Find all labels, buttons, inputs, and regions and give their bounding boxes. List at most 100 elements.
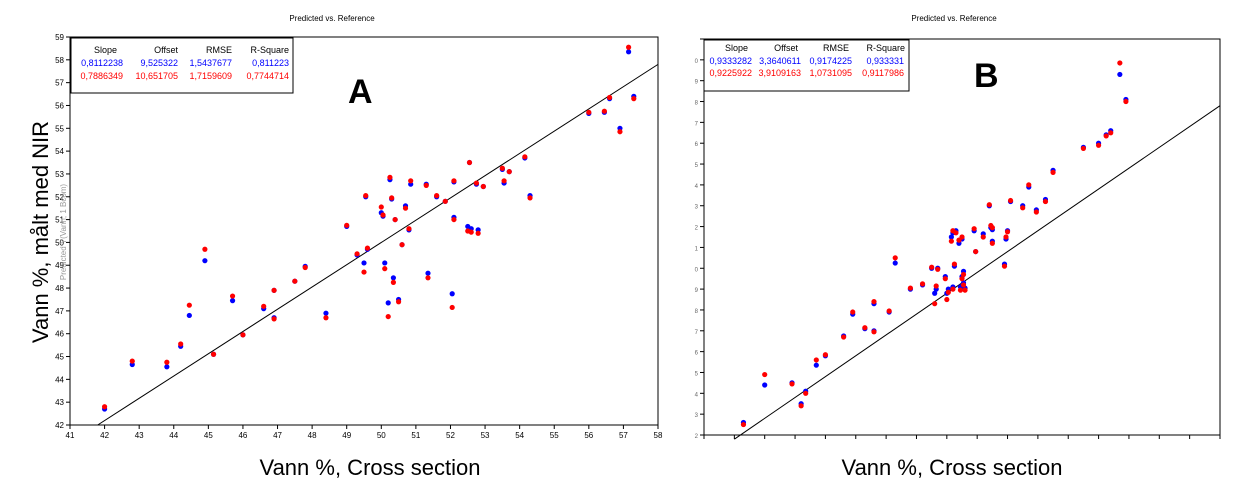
scatter-point-red [959,234,965,240]
scatter-point-red [740,421,747,428]
scatter-point-red [361,269,367,275]
scatter-point-red [406,226,412,232]
scatter-point-red [989,225,995,231]
scatter-point-red [798,403,804,409]
scatter-point-red [1007,197,1014,204]
panel-b-stat-head-rsquare: R-Square [866,43,905,53]
scatter-point-red [1033,209,1039,215]
scatter-point-blue [202,258,208,264]
scatter-point-red [960,282,967,288]
scatter-point-red [387,174,393,180]
y-tick-label: 5 [695,163,699,169]
x-tick-label: 52 [446,431,455,440]
x-tick-label: 45 [204,431,213,440]
scatter-point-red [1117,60,1123,66]
y-tick-label: 54 [55,147,64,156]
x-axis-label-a: Vann %, Cross section [260,455,481,480]
scatter-point-red [929,264,935,270]
panel-b-y-ticks: 2 3 4 5 6 7 8 9 0 1 2 3 4 5 6 7 8 9 0 [695,38,704,440]
x-tick-label: 56 [584,431,593,440]
x-tick-label: 57 [619,431,628,440]
scatter-point-red [522,154,528,160]
scatter-point-red [601,108,607,114]
scatter-point-red [841,334,847,340]
scatter-point-red [473,180,480,186]
scatter-point-red [261,303,267,309]
scatter-point-blue [892,260,898,266]
scatter-point-red [953,230,959,236]
scatter-point-red [606,94,613,101]
scatter-point-blue [948,234,954,240]
scatter-point-red [971,226,977,232]
scatter-point-red [468,229,474,235]
panel-a-stat-red-rsquare: 0,7744714 [246,71,289,81]
panel-b-stat-blue-offset: 3,3640611 [759,56,801,66]
y-tick-label: 58 [55,56,64,65]
scatter-point-red [302,264,308,271]
scatter-point-blue [449,291,455,297]
scatter-point-red [271,287,277,293]
panel-b-stat-red-slope: 0,9225922 [709,68,752,78]
panel-a-stat-head-rsquare: R-Square [250,45,289,55]
scatter-point-red [933,283,939,289]
y-tick-label: 42 [55,421,64,430]
panel-b-plot-frame [703,38,1221,436]
scatter-point-red [408,178,414,184]
scatter-point-red [762,371,768,378]
x-tick-label: 44 [169,431,178,440]
scatter-point-red [617,129,623,135]
panel-a-plot-frame [69,36,659,426]
scatter-point-red [935,266,941,272]
scatter-point-red [1020,205,1026,211]
scatter-point-red [932,301,938,307]
panel-b-stat-head-slope: Slope [725,43,748,53]
y-tick-label: 59 [55,33,64,42]
y-tick-label: 7 [695,121,699,127]
x-tick-label: 55 [550,431,559,440]
y-tick-label: 4 [695,184,699,190]
scatter-point-red [822,352,829,358]
panel-a-stat-red-rmse: 1,7159609 [189,71,232,81]
x-tick-label: 46 [238,431,247,440]
scatter-point-red [442,198,448,204]
scatter-point-red [202,246,208,252]
panel-a-stat-red-offset: 10,651705 [135,71,178,81]
y-tick-label: 55 [55,124,64,133]
scatter-point-blue [323,310,329,316]
scatter-point-blue [425,270,431,276]
y-tick-label: 0 [695,59,699,65]
y-axis-label: Vann %, målt med NIR [28,121,53,343]
scatter-point-red [626,44,632,50]
scatter-point-red [423,182,429,188]
panel-a-stat-blue-offset: 9,525322 [140,58,178,68]
scatter-point-red [129,358,135,364]
y-tick-label: 3 [695,205,699,211]
y-tick-label: 6 [695,351,699,357]
scatter-point-red [813,357,819,363]
panel-b-series-blue [740,71,1129,426]
scatter-point-red [957,287,964,293]
panel-a-stat-head-slope: Slope [94,45,117,55]
panel-a-stats-box [70,37,294,94]
scatter-point-red [850,309,856,315]
scatter-point-red [389,195,395,201]
scatter-point-red [385,313,391,320]
scatter-point-red [392,216,398,223]
scatter-point-red [395,299,402,305]
scatter-point-red [101,404,108,410]
scatter-point-red [292,278,298,284]
y-tick-label: 0 [695,267,699,273]
y-tick-label: 50 [55,238,64,247]
panel-a-stat-head-rmse: RMSE [206,45,232,55]
panel-a-stat-head-offset: Offset [154,45,178,55]
scatter-point-red [886,308,892,314]
panel-b-x-ticks [703,435,1221,439]
scatter-point-red [950,286,956,292]
panel-b-stat-red-rsquare: 0,9117986 [862,68,904,78]
scatter-point-red [506,169,512,175]
scatter-point-red [164,359,170,365]
scatter-point-red [631,96,637,102]
scatter-point-red [945,289,951,295]
x-tick-label: 51 [411,431,420,440]
